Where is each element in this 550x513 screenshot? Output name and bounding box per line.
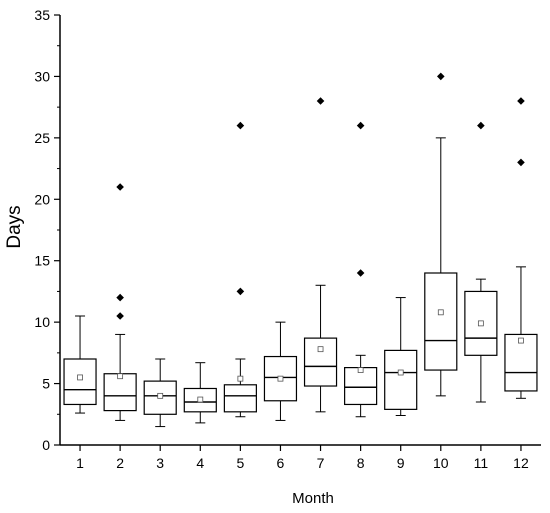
outlier-point [316,97,325,105]
y-tick-label: 15 [34,253,50,269]
box-iqr [103,373,137,412]
y-axis-title: Days [4,205,25,248]
y-tick-label: 0 [42,437,50,453]
boxes [63,72,538,428]
x-tick-label: 8 [357,455,365,471]
box-month-2 [103,183,137,421]
outlier-point [477,121,485,130]
mean-marker [437,309,444,316]
mean-marker [477,320,484,327]
x-tick-label: 11 [474,455,489,471]
mean-marker [157,392,164,399]
box-month-1 [63,315,97,414]
x-tick-label: 7 [317,455,325,471]
x-tick-label: 1 [76,455,84,471]
box-month-8 [344,121,378,418]
mean-marker [77,374,83,381]
y-tick-label: 35 [34,7,50,23]
x-tick-label: 9 [397,455,405,471]
mean-marker [117,373,124,380]
outlier-point [236,121,245,130]
box-month-3 [143,358,177,428]
box-month-12 [504,97,538,399]
box-month-6 [263,321,298,421]
y-tick-label: 5 [42,376,50,392]
mean-marker [277,375,284,382]
box-iqr [424,272,458,371]
box-month-7 [303,97,338,413]
box-iqr [384,349,418,410]
box-iqr [344,367,378,406]
y-tick-label: 30 [34,68,50,84]
outlier-point [517,97,525,105]
box-month-5 [223,121,257,418]
y-tick-label: 10 [34,314,50,330]
outlier-point [116,293,124,302]
box-month-9 [384,297,418,417]
box-iqr [504,333,538,392]
outlier-point [356,121,365,130]
box-month-10 [424,72,458,397]
x-axis-title: Month [292,490,334,507]
x-tick-label: 4 [196,455,204,471]
x-tick-label: 5 [236,455,244,471]
box-month-11 [464,121,498,403]
mean-marker [397,369,404,376]
x-tick-label: 6 [277,455,285,471]
outlier-point [236,287,245,296]
outlier-point [116,312,124,320]
outlier-point [116,183,124,191]
y-tick-label: 25 [34,130,50,146]
x-tick-label: 12 [513,455,529,471]
x-tick-label: 2 [116,455,124,471]
mean-marker [237,375,244,382]
box-month-4 [183,362,217,424]
x-tick-label: 3 [156,455,164,471]
mean-marker [357,367,364,373]
mean-marker [518,337,524,344]
y-tick-label: 20 [34,191,50,207]
box-iqr [303,337,338,387]
mean-marker [317,346,324,353]
box-iqr [223,384,257,413]
box-iqr [63,358,97,406]
x-tick-label: 10 [433,455,449,471]
outlier-point [436,72,445,81]
outlier-point [517,158,525,167]
mean-marker [197,396,204,403]
outlier-point [356,269,365,277]
x-axis-ticks: 1 2 3 4 5 6 7 8 9 10 11 12 [76,445,529,471]
y-axis-ticks: 0 5 10 15 20 25 30 35 [34,7,60,453]
